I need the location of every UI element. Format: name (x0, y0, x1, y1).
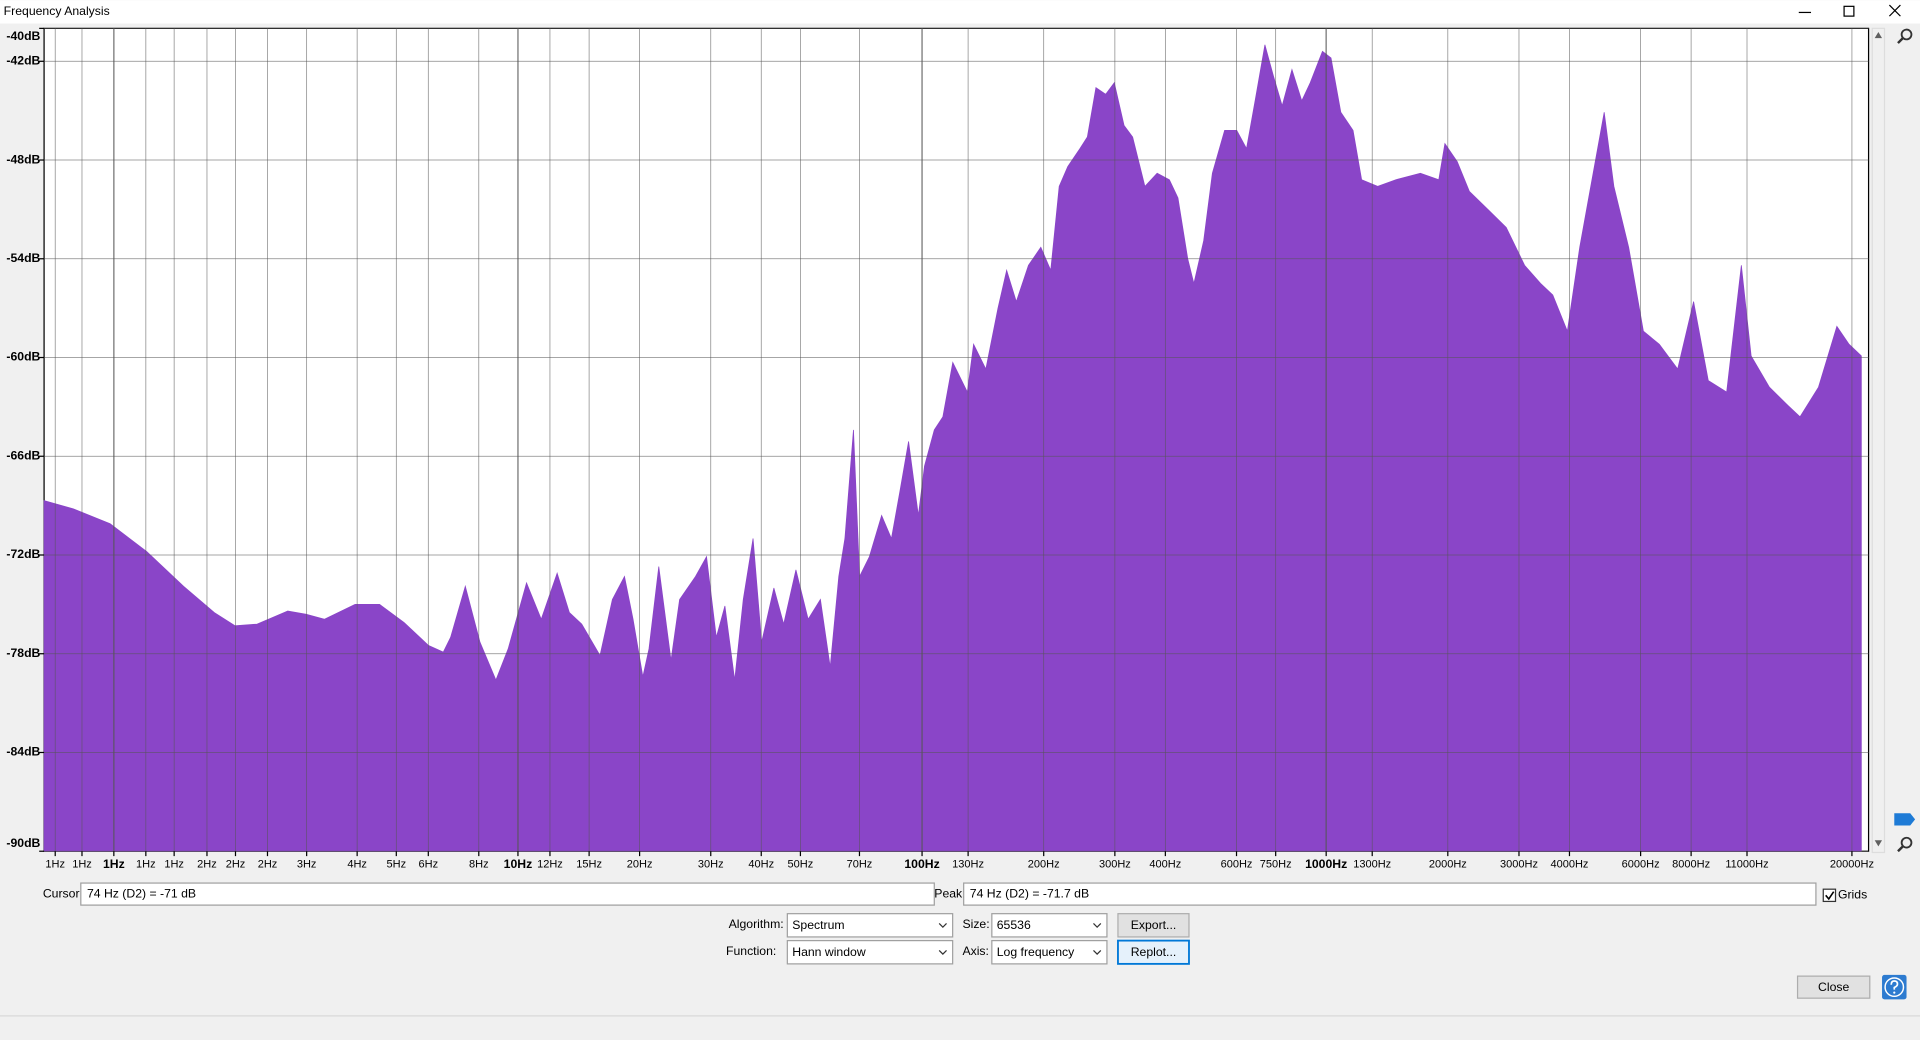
export-button[interactable] (1117, 913, 1190, 938)
size-value: 65536 (997, 918, 1031, 932)
algorithm-label: Algorithm: (729, 917, 784, 931)
y-tick-label: -72dB (6, 547, 40, 561)
help-button[interactable] (1882, 974, 1907, 1000)
y-tick-label: -40dB (6, 29, 40, 43)
y-tick-label: -90dB (6, 836, 40, 850)
x-tick-label: 1Hz (136, 859, 156, 871)
x-tick-label: 300Hz (1099, 859, 1131, 871)
y-tick-label: -84dB (6, 745, 40, 759)
size-label: Size: (962, 917, 989, 931)
spectrum-area (43, 44, 1862, 852)
y-tick-label: -48dB (6, 152, 40, 166)
vertical-scrollbar[interactable] (1871, 27, 1886, 854)
x-tick-label: 11000Hz (1725, 859, 1768, 871)
zoom-in-icon[interactable] (1897, 28, 1913, 44)
x-tick-label: 2Hz (226, 859, 246, 871)
x-tick-label: 70Hz (847, 859, 873, 871)
x-tick-label: 8000Hz (1672, 859, 1710, 871)
plot: -40dB -42dB -48dB -54dB -60dB -66dB -72dB -78dB… (6, 27, 1874, 871)
dropdown-arrow (938, 949, 947, 955)
grids-label: Grids (1838, 888, 1867, 902)
x-tick-label: 15Hz (576, 859, 602, 871)
y-tick-label: -78dB (6, 646, 40, 660)
window-title: Frequency Analysis (4, 4, 110, 18)
zoom-out-icon[interactable] (1897, 836, 1913, 853)
x-tick-label: 3Hz (297, 859, 317, 871)
x-tick-label: 1Hz (164, 859, 184, 871)
x-tick-label: 40Hz (748, 859, 774, 871)
size-select[interactable] (991, 913, 1108, 938)
x-tick-label: 750Hz (1260, 859, 1292, 871)
x-tick-label: 5Hz (387, 859, 407, 871)
x-tick-label: 12Hz (537, 859, 563, 871)
algorithm-select[interactable] (786, 913, 954, 938)
x-tick-label: 50Hz (788, 859, 814, 871)
x-tick-label: 2Hz (197, 859, 217, 871)
close-button-label: Close (1818, 980, 1849, 994)
export-button-label: Export... (1131, 918, 1177, 932)
scroll-up[interactable] (1874, 32, 1883, 39)
function-value: Hann window (792, 945, 866, 959)
x-tick-label: 20000Hz (1830, 859, 1874, 871)
x-tick-label: 2000Hz (1429, 859, 1467, 871)
y-tick-label: -42dB (6, 54, 40, 68)
x-tick-label: 1000Hz (1305, 857, 1347, 871)
x-tick-label: 10Hz (504, 857, 533, 871)
dropdown-arrow (1093, 923, 1102, 929)
title-bar (0, 0, 1920, 24)
axis-label: Axis: (962, 944, 989, 958)
function-select[interactable] (786, 940, 954, 965)
peak-value: 74 Hz (D2) = -71.7 dB (970, 886, 1089, 900)
x-tick-label: 100Hz (904, 857, 939, 871)
axis-value: Log frequency (997, 945, 1075, 959)
replot-button-label: Replot... (1131, 945, 1177, 959)
x-tick-label: 6Hz (419, 859, 439, 871)
algorithm-value: Spectrum (792, 918, 844, 932)
y-tick-label: -66dB (6, 448, 40, 462)
x-tick-label: 6000Hz (1622, 859, 1660, 871)
x-tick-label: 1300Hz (1353, 859, 1391, 871)
x-tick-label: 4000Hz (1550, 859, 1588, 871)
x-tick-label: 8Hz (469, 859, 489, 871)
y-tick-label: -60dB (6, 350, 40, 364)
function-label: Function: (726, 944, 776, 958)
dropdown-arrow (938, 923, 947, 929)
x-tick-label: 1Hz (72, 859, 92, 871)
close-button[interactable] (1796, 975, 1871, 999)
x-tick-label: 600Hz (1221, 859, 1253, 871)
close-window-button[interactable] (1888, 4, 1901, 17)
peak-label: Peak: (934, 886, 965, 900)
x-tick-label: 1Hz (103, 857, 125, 871)
cursor-label: Cursor: (43, 886, 83, 900)
x-tick-label: 200Hz (1028, 859, 1060, 871)
dropdown-arrow (1093, 949, 1102, 955)
x-tick-label: 30Hz (698, 859, 724, 871)
x-tick-label: 400Hz (1149, 859, 1181, 871)
x-tick-label: 20Hz (627, 859, 653, 871)
x-tick-label: 130Hz (952, 859, 984, 871)
cursor-value: 74 Hz (D2) = -71 dB (87, 886, 196, 900)
x-tick-label: 4Hz (347, 859, 367, 871)
cursor-field (80, 882, 935, 906)
replot-button[interactable] (1117, 939, 1190, 965)
axis-select[interactable] (991, 940, 1108, 965)
x-tick-label: 2Hz (258, 859, 278, 871)
x-tick-label: 1Hz (45, 859, 65, 871)
grids-checkbox[interactable] (1822, 888, 1837, 903)
y-tick-label: -54dB (6, 251, 40, 265)
scroll-down[interactable] (1874, 840, 1883, 847)
x-tick-label: 3000Hz (1500, 859, 1538, 871)
restore-button[interactable] (1843, 5, 1855, 17)
peak-field (963, 882, 1817, 906)
zoom-slider-thumb[interactable] (1894, 813, 1916, 826)
